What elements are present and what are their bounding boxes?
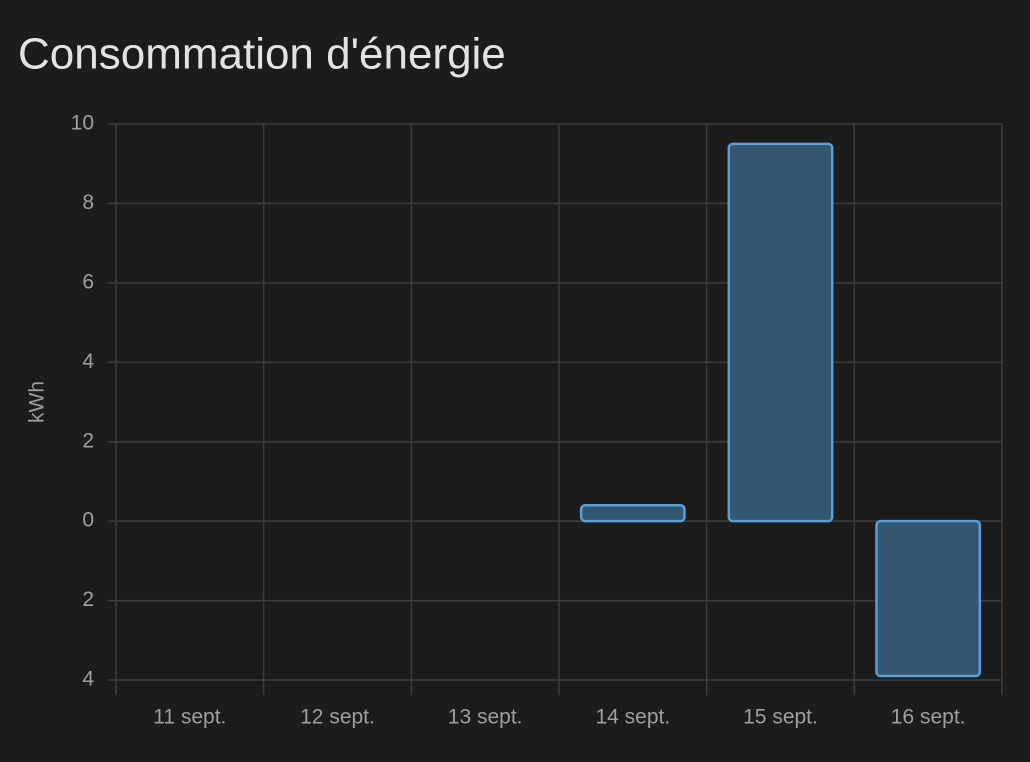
y-tick-label: 4 (82, 350, 94, 373)
x-tick-label: 13 sept. (448, 706, 523, 729)
y-tick-label: 4 (82, 668, 94, 691)
x-tick-label: 12 sept. (300, 706, 375, 729)
y-tick-label: 2 (82, 588, 94, 611)
chart-title: Consommation d'énergie (18, 30, 506, 79)
y-tick-label: 8 (82, 191, 94, 214)
y-tick-label: 10 (71, 112, 94, 135)
bar (875, 519, 982, 678)
x-tick-label: 15 sept. (743, 706, 818, 729)
y-tick-label: 0 (82, 509, 94, 532)
bar (579, 504, 686, 523)
bar (727, 142, 834, 523)
x-tick-label: 14 sept. (595, 706, 670, 729)
x-tick-label: 16 sept. (891, 706, 966, 729)
y-tick-label: 6 (82, 270, 94, 293)
y-tick-label: 2 (82, 429, 94, 452)
y-axis-label: kWh (26, 381, 49, 423)
x-tick-label: 11 sept. (153, 706, 226, 729)
